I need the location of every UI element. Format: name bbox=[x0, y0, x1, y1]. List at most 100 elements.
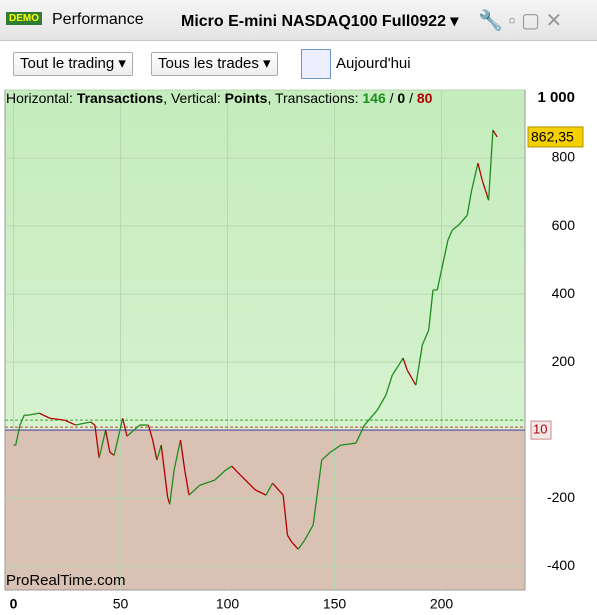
equity-segment bbox=[458, 214, 468, 226]
info-text: 80 bbox=[417, 90, 433, 106]
equity-segment bbox=[466, 190, 473, 216]
x-tick-label: 200 bbox=[430, 596, 454, 612]
equity-segment bbox=[49, 417, 66, 421]
equity-segment bbox=[173, 439, 182, 471]
y-tick-label: 1 000 bbox=[537, 89, 575, 106]
equity-segment bbox=[90, 421, 96, 426]
equity-segment bbox=[15, 424, 21, 446]
info-text: , Transactions: bbox=[267, 90, 358, 106]
x-tick-label: 0 bbox=[10, 596, 18, 612]
equity-segment bbox=[179, 439, 186, 471]
tab-label[interactable]: Performance bbox=[52, 11, 144, 28]
equity-segment bbox=[122, 418, 128, 437]
equity-segment bbox=[415, 344, 423, 386]
instrument[interactable]: Micro E-mini NASDAQ100 Full0922 ▾ bbox=[181, 13, 459, 30]
last-value-label: 862,35 bbox=[531, 129, 574, 145]
equity-segment bbox=[340, 442, 357, 446]
equity-segment bbox=[28, 412, 40, 416]
y-tick-label: 400 bbox=[552, 285, 576, 301]
y-tick-label: 800 bbox=[552, 149, 576, 165]
equity-segment bbox=[126, 424, 141, 437]
x-tick-label: 100 bbox=[216, 596, 240, 612]
equity-segment bbox=[199, 479, 215, 486]
equity-segment bbox=[286, 534, 293, 543]
equity-segment bbox=[19, 414, 25, 426]
info-text: / bbox=[390, 90, 394, 106]
instrument-name: Micro E-mini NASDAQ100 Full0922 bbox=[181, 13, 446, 30]
equity-segment bbox=[147, 424, 154, 441]
filter-label: Tout le trading bbox=[20, 55, 115, 72]
equity-segment bbox=[169, 470, 175, 505]
info-text: / bbox=[409, 90, 413, 106]
equity-segment bbox=[265, 482, 274, 496]
equity-segment bbox=[492, 129, 498, 138]
window-controls[interactable]: 🔧 ▫ ▢ ✕ bbox=[478, 10, 563, 32]
equity-segment bbox=[451, 224, 460, 231]
equity-segment bbox=[481, 179, 490, 201]
y-tick-label: 200 bbox=[552, 353, 576, 369]
zero-box bbox=[530, 420, 552, 440]
equity-segment bbox=[440, 239, 449, 271]
equity-segment bbox=[188, 484, 201, 496]
equity-segment bbox=[376, 394, 387, 411]
equity-segment bbox=[160, 445, 169, 498]
equity-segment bbox=[239, 474, 256, 491]
info-text: Horizontal: bbox=[6, 90, 73, 106]
date-label[interactable]: Aujourd'hui bbox=[336, 55, 411, 72]
calendar-icon[interactable] bbox=[301, 49, 331, 79]
info-text: , Vertical: bbox=[163, 90, 221, 106]
info-text: 0 bbox=[397, 90, 405, 106]
equity-segment bbox=[406, 369, 417, 386]
equity-segment bbox=[428, 289, 434, 331]
equity-segment bbox=[487, 130, 494, 201]
equity-segment bbox=[436, 269, 443, 291]
equity-segment bbox=[38, 412, 51, 419]
equity-segment bbox=[355, 424, 366, 444]
equity-segment bbox=[297, 539, 306, 550]
equity-segment bbox=[184, 470, 190, 496]
filter-label: Tous les trades bbox=[158, 55, 259, 72]
demo-badge: DEMO bbox=[6, 12, 42, 25]
y-tick-label: 600 bbox=[552, 217, 576, 233]
info-text: Transactions bbox=[77, 90, 164, 106]
equity-segment bbox=[98, 429, 107, 459]
equity-segment bbox=[391, 364, 400, 376]
equity-segment bbox=[94, 424, 100, 459]
toolbar: Tout le trading ▾ Tous les trades ▾ Aujo… bbox=[0, 41, 597, 88]
equity-segment bbox=[447, 229, 453, 241]
equity-segment bbox=[152, 439, 158, 461]
equity-segment bbox=[255, 489, 267, 496]
info-text: Points bbox=[225, 90, 268, 106]
equity-segment bbox=[421, 329, 430, 346]
equity-segment bbox=[64, 419, 76, 426]
equity-segment bbox=[231, 465, 241, 476]
watermark: ProRealTime.com bbox=[6, 572, 125, 589]
equity-segment bbox=[385, 374, 393, 396]
x-tick-label: 50 bbox=[113, 596, 129, 612]
equity-segment bbox=[214, 469, 226, 481]
equity-segment bbox=[402, 357, 408, 371]
equity-segment bbox=[75, 421, 91, 426]
equity-segment bbox=[156, 444, 162, 461]
title-bar: DEMO Performance Micro E-mini NASDAQ100 … bbox=[0, 0, 597, 41]
equity-segment bbox=[364, 409, 378, 426]
positive-zone bbox=[5, 90, 525, 431]
filter-button[interactable]: Tout le trading ▾ bbox=[13, 52, 133, 76]
equity-segment bbox=[329, 444, 342, 453]
equity-segment bbox=[398, 357, 404, 366]
x-tick-label: 150 bbox=[323, 596, 347, 612]
equity-segment bbox=[321, 451, 331, 461]
equity-segment bbox=[225, 465, 233, 471]
equity-segment bbox=[109, 451, 115, 456]
equity-segment bbox=[312, 459, 323, 526]
equity-segment bbox=[477, 162, 483, 181]
info-bar: Horizontal: Transactions, Vertical: Poin… bbox=[6, 90, 433, 106]
equity-segment bbox=[272, 482, 284, 496]
y-tick-label: -200 bbox=[547, 489, 575, 505]
equity-segment bbox=[291, 541, 299, 550]
y-tick-label: -400 bbox=[547, 557, 575, 573]
filter-button[interactable]: Tous les trades ▾ bbox=[151, 52, 278, 76]
equity-segment bbox=[113, 418, 124, 456]
